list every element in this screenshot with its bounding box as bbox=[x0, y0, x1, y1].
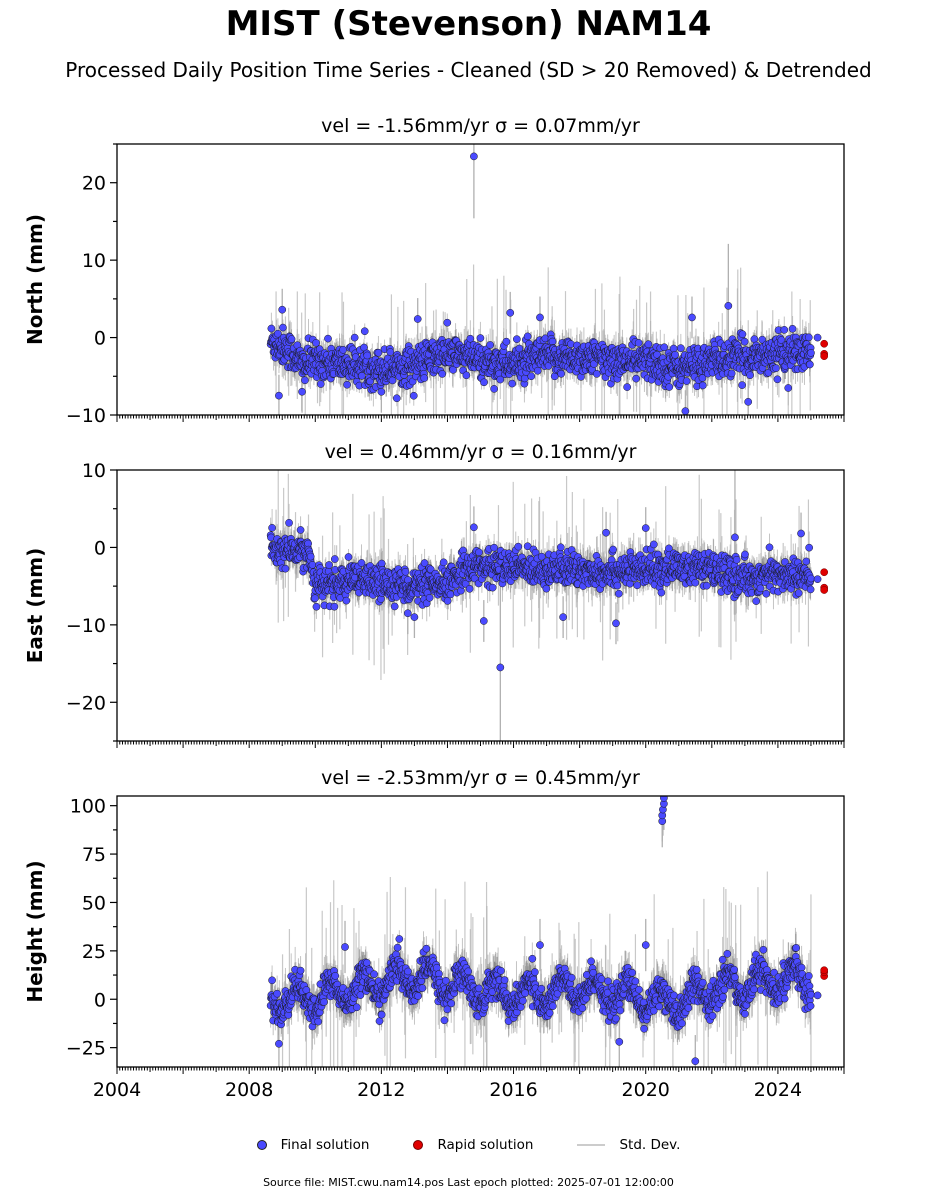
final-solution-point bbox=[377, 387, 386, 396]
final-solution-point bbox=[676, 344, 685, 353]
final-solution-point bbox=[623, 383, 631, 391]
series-final bbox=[266, 144, 829, 415]
final-solution-point bbox=[278, 305, 287, 314]
final-solution-point bbox=[738, 381, 746, 389]
final-solution-point bbox=[274, 329, 282, 338]
series-final bbox=[266, 470, 829, 741]
page-title: MIST (Stevenson) NAM14 bbox=[225, 4, 712, 44]
final-solution-point bbox=[420, 374, 429, 382]
final-solution-point bbox=[316, 380, 325, 388]
final-solution-point bbox=[301, 376, 309, 385]
final-solution-point bbox=[557, 369, 566, 378]
final-solution-point bbox=[520, 374, 529, 383]
final-solution-point bbox=[374, 348, 383, 357]
final-solution-point bbox=[486, 341, 495, 349]
final-solution-point bbox=[386, 348, 395, 356]
panel-title: vel = -1.56mm/yr σ = 0.07mm/yr bbox=[321, 115, 640, 137]
y-tick-label: 0 bbox=[94, 328, 106, 350]
final-solution-point bbox=[724, 301, 733, 310]
final-solution-point bbox=[738, 330, 747, 339]
final-solution-point bbox=[788, 324, 797, 333]
final-solution-point bbox=[358, 371, 366, 380]
final-solution-point bbox=[777, 336, 786, 344]
final-solution-point bbox=[496, 375, 505, 384]
final-solution-point bbox=[807, 349, 815, 357]
final-solution-point bbox=[279, 323, 287, 332]
final-solution-point bbox=[653, 350, 661, 359]
final-solution-point bbox=[536, 313, 544, 322]
final-solution-point bbox=[740, 337, 749, 346]
y-axis-label: East (mm) bbox=[23, 548, 47, 664]
final-solution-point bbox=[476, 334, 485, 342]
final-solution-point bbox=[360, 327, 369, 336]
final-solution-point bbox=[392, 394, 401, 403]
final-solution-point bbox=[490, 385, 498, 393]
final-solution-point bbox=[267, 324, 276, 333]
final-solution-point bbox=[506, 308, 515, 317]
final-solution-point bbox=[438, 370, 447, 378]
y-tick-label: −10 bbox=[66, 405, 106, 427]
final-solution-point bbox=[681, 407, 690, 415]
final-solution-point bbox=[593, 370, 601, 378]
chart-panel-0: vel = -1.56mm/yr σ = 0.07mm/yr North (mm)… bbox=[23, 115, 845, 427]
final-solution-point bbox=[634, 339, 643, 347]
final-solution-point bbox=[671, 350, 679, 359]
final-solution-point bbox=[508, 379, 517, 388]
final-solution-point bbox=[804, 333, 813, 342]
final-solution-point bbox=[780, 326, 789, 334]
final-solution-point bbox=[350, 333, 359, 342]
final-solution-point bbox=[470, 152, 478, 161]
final-solution-point bbox=[669, 344, 678, 353]
page-subtitle: Processed Daily Position Time Series - C… bbox=[65, 58, 872, 82]
final-solution-point bbox=[688, 313, 696, 322]
final-solution-point bbox=[698, 381, 707, 390]
final-solution-point bbox=[784, 384, 793, 392]
y-tick-label: 20 bbox=[82, 173, 106, 195]
final-solution-point bbox=[590, 360, 598, 368]
final-solution-point bbox=[312, 339, 320, 347]
y-axis-label: North (mm) bbox=[23, 214, 47, 345]
final-solution-point bbox=[512, 335, 521, 344]
final-solution-point bbox=[806, 360, 814, 369]
final-solution-point bbox=[533, 366, 542, 375]
final-solution-point bbox=[443, 318, 452, 327]
final-solution-point bbox=[275, 391, 283, 400]
final-solution-point bbox=[527, 372, 536, 381]
final-solution-point bbox=[462, 371, 471, 380]
final-solution-point bbox=[449, 365, 457, 374]
chart-canvas: vel = -1.56mm/yr σ = 0.07mm/yr North (mm)… bbox=[23, 115, 845, 1101]
final-solution-point bbox=[773, 375, 782, 384]
final-solution-point bbox=[388, 376, 397, 385]
final-solution-point bbox=[466, 334, 475, 343]
final-solution-point bbox=[502, 337, 511, 346]
final-solution-point bbox=[665, 383, 674, 391]
final-solution-point bbox=[632, 374, 640, 383]
final-solution-point bbox=[515, 344, 524, 353]
rapid-solution-point bbox=[820, 352, 829, 361]
final-solution-point bbox=[772, 364, 780, 373]
final-solution-point bbox=[660, 343, 669, 352]
final-solution-point bbox=[339, 345, 347, 354]
final-solution-point bbox=[480, 378, 488, 387]
y-tick-label: 10 bbox=[82, 250, 106, 272]
final-solution-point bbox=[727, 369, 736, 378]
final-solution-point bbox=[298, 387, 306, 396]
rapid-solution-point bbox=[820, 339, 829, 348]
final-solution-point bbox=[268, 524, 276, 532]
final-solution-point bbox=[409, 391, 418, 400]
final-solution-point bbox=[363, 351, 372, 360]
final-solution-point bbox=[343, 380, 351, 389]
final-solution-point bbox=[324, 334, 332, 343]
final-solution-point bbox=[682, 377, 691, 385]
final-solution-point bbox=[413, 315, 422, 323]
final-solution-point bbox=[523, 332, 532, 341]
panel-title: vel = 0.46mm/yr σ = 0.16mm/yr bbox=[325, 441, 637, 463]
final-solution-point bbox=[813, 333, 822, 342]
final-solution-point bbox=[287, 335, 296, 343]
final-solution-point bbox=[746, 371, 754, 380]
final-solution-point bbox=[698, 374, 707, 382]
final-solution-point bbox=[744, 397, 753, 406]
final-solution-point bbox=[644, 340, 653, 349]
